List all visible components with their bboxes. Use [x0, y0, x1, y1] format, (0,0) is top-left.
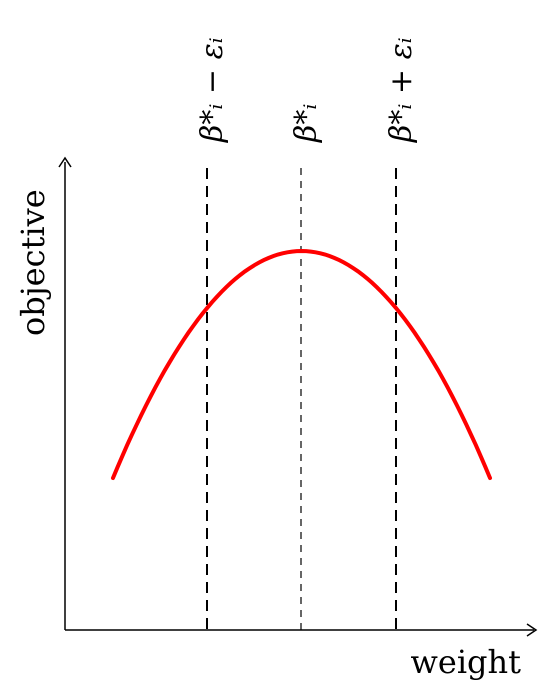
x-axis-label: weight — [410, 643, 521, 681]
marker-label-right: β*ᵢ + εᵢ — [384, 37, 419, 143]
objective-curve — [111, 248, 492, 480]
y-axis-arrowhead — [58, 156, 72, 168]
y-axis-label: objective — [14, 189, 52, 336]
marker-label-left: β*ᵢ − εᵢ — [195, 37, 230, 143]
marker-label-center: β*ᵢ — [289, 104, 324, 143]
x-axis-arrowhead — [526, 623, 538, 637]
